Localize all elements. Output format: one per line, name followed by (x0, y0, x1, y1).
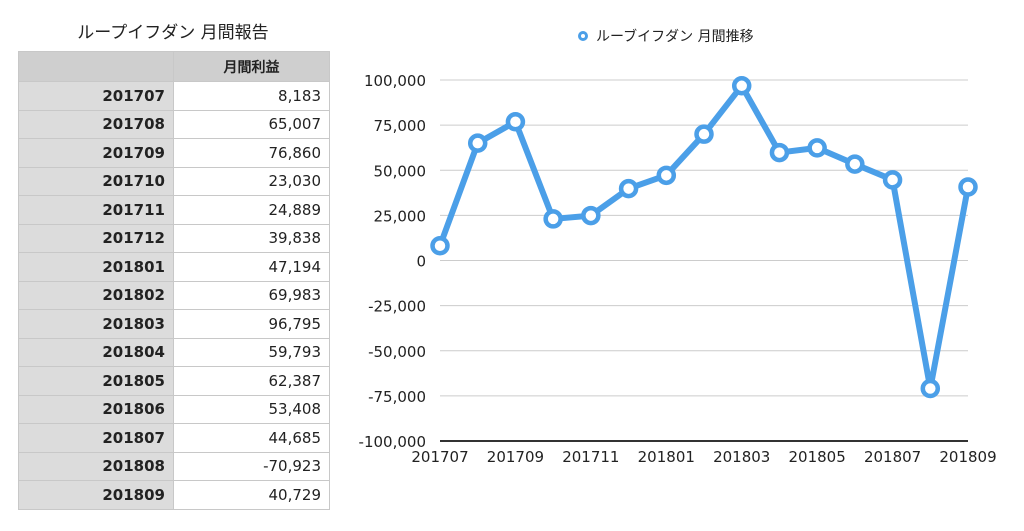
table-row: 201708 65,007 (18, 109, 330, 139)
row-monthly-profit: 96,795 (173, 309, 330, 339)
table-corner-cell (18, 51, 174, 82)
row-monthly-profit: 69,983 (173, 280, 330, 310)
y-tick-label: 50,000 (374, 162, 427, 180)
monthly-report-table: 月間利益 201707 8,183 201708 65,007 201709 76,860… (18, 51, 330, 510)
row-monthly-profit: 23,030 (173, 166, 330, 196)
legend-label: ルーブイフダン 月間推移 (596, 29, 754, 45)
data-point (731, 76, 752, 96)
row-monthly-profit: 24,889 (173, 195, 330, 225)
table-row: 201802 69,983 (18, 280, 330, 310)
row-month: 201708 (18, 109, 174, 139)
data-point (505, 112, 526, 132)
x-tick-label: 201801 (638, 448, 695, 466)
x-tick-label: 201711 (562, 448, 619, 466)
row-monthly-profit: 39,838 (173, 223, 330, 253)
x-tick-label: 201803 (713, 448, 770, 466)
table-row: 201807 44,685 (18, 423, 330, 453)
table-body: 201707 8,183 201708 65,007 201709 76,860 20171… (18, 81, 330, 510)
table-title: ループイフダン 月間報告 (77, 23, 269, 43)
row-month: 201711 (18, 195, 174, 225)
data-point (769, 142, 790, 163)
row-monthly-profit: 76,860 (173, 138, 330, 168)
row-month: 201707 (18, 81, 174, 111)
row-monthly-profit: 47,194 (173, 252, 330, 282)
row-monthly-profit: 62,387 (173, 366, 330, 396)
y-tick-label: -100,000 (359, 433, 426, 451)
y-tick-label: 0 (416, 253, 426, 271)
table-row: 201803 96,795 (18, 309, 330, 339)
table-row: 201709 76,860 (18, 138, 330, 168)
y-tick-label: 75,000 (374, 117, 427, 135)
data-point (543, 209, 563, 229)
y-tick-label: 25,000 (374, 207, 427, 225)
table-row: 201801 47,194 (18, 252, 330, 282)
data-point (882, 170, 903, 190)
table-row: 201707 8,183 (18, 81, 330, 111)
legend-circle-icon (578, 31, 588, 41)
data-point (467, 133, 488, 153)
data-point (618, 178, 639, 199)
row-monthly-profit: 40,729 (173, 480, 330, 510)
y-tick-label: 100,000 (364, 72, 426, 90)
table-row: 201805 62,387 (18, 366, 330, 396)
row-monthly-profit: 8,183 (173, 81, 330, 111)
row-monthly-profit: -70,923 (173, 451, 330, 481)
x-tick-label: 201805 (789, 448, 846, 466)
chart-legend: ルーブイフダン 月間推移 (578, 26, 754, 46)
data-point (807, 138, 827, 158)
data-point (694, 124, 714, 144)
row-month: 201808 (18, 451, 174, 481)
row-month: 201805 (18, 366, 174, 396)
table-row: 201711 24,889 (18, 195, 330, 225)
data-point (845, 154, 865, 174)
line-chart: 100,000 75,000 50,000 25,000 0 -25,000 -50,000… (359, 72, 997, 466)
row-month: 201803 (18, 309, 174, 339)
data-point (920, 378, 941, 399)
row-month: 201804 (18, 337, 174, 367)
y-tick-label: -50,000 (368, 343, 426, 361)
row-monthly-profit: 44,685 (173, 423, 330, 453)
x-tick-label: 201809 (939, 448, 996, 466)
row-month: 201712 (18, 223, 174, 253)
table-row: 201804 59,793 (18, 337, 330, 367)
row-month: 201809 (18, 480, 174, 510)
y-tick-label: -75,000 (368, 388, 426, 406)
data-point (656, 165, 677, 186)
table-header-row: 月間利益 (18, 51, 330, 82)
row-month: 201801 (18, 252, 174, 282)
x-tick-label: 201807 (864, 448, 921, 466)
table-row: 201710 23,030 (18, 166, 330, 196)
row-month: 201710 (18, 166, 174, 196)
y-tick-label: -25,000 (368, 298, 426, 316)
column-header-monthly-profit: 月間利益 (173, 51, 330, 82)
row-monthly-profit: 59,793 (173, 337, 330, 367)
data-point (430, 235, 450, 256)
table-row: 201712 39,838 (18, 223, 330, 253)
row-month: 201709 (18, 138, 174, 168)
x-tick-label: 201709 (487, 448, 544, 466)
table-row: 201809 40,729 (18, 480, 330, 510)
row-month: 201802 (18, 280, 174, 310)
table-row: 201806 53,408 (18, 394, 330, 424)
row-monthly-profit: 65,007 (173, 109, 330, 139)
row-month: 201806 (18, 394, 174, 424)
data-point (581, 205, 601, 226)
table-row: 201808 -70,923 (18, 451, 330, 481)
x-tick-label: 201707 (411, 448, 468, 466)
row-monthly-profit: 53,408 (173, 394, 330, 424)
row-month: 201807 (18, 423, 174, 453)
data-point (958, 177, 978, 197)
